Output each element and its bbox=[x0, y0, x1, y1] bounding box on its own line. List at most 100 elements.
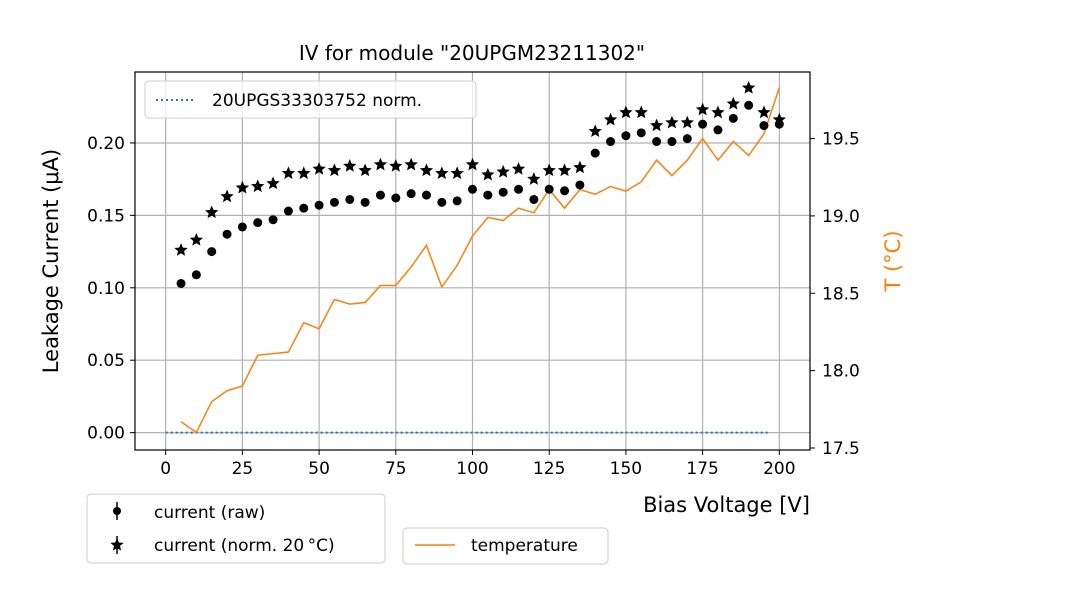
x-tick-label: 175 bbox=[686, 459, 718, 479]
raw-current-point bbox=[283, 206, 293, 216]
raw-current-point bbox=[375, 190, 385, 200]
y2-axis-label: T (°C) bbox=[881, 230, 905, 292]
norm-current-point bbox=[174, 243, 188, 256]
y2-tick-label: 18.0 bbox=[822, 362, 860, 382]
raw-current-point bbox=[314, 200, 324, 210]
raw-current-point bbox=[299, 203, 309, 213]
y-tick-label: 0.05 bbox=[87, 351, 125, 371]
temperature-line bbox=[180, 87, 781, 434]
raw-current-point bbox=[391, 193, 401, 203]
norm-current-point bbox=[297, 166, 311, 180]
norm-current-point bbox=[373, 157, 388, 171]
raw-current-point bbox=[667, 137, 677, 147]
norm-current-point bbox=[665, 115, 679, 129]
norm-current-point bbox=[389, 159, 403, 172]
x-tick-label: 75 bbox=[385, 459, 407, 479]
norm-current-point bbox=[542, 163, 556, 177]
raw-current-point bbox=[421, 190, 431, 200]
raw-current-point bbox=[176, 278, 186, 288]
norm-current-point bbox=[573, 160, 587, 174]
raw-current-point bbox=[606, 137, 616, 147]
norm-current-point bbox=[343, 159, 357, 172]
norm-current-point bbox=[327, 163, 342, 177]
norm-current-point bbox=[220, 189, 234, 203]
norm-current-point bbox=[235, 180, 250, 194]
raw-current-point bbox=[222, 229, 232, 239]
raw-current-point bbox=[237, 222, 247, 232]
raw-current-point bbox=[406, 189, 416, 199]
raw-current-point bbox=[253, 218, 263, 228]
y-axis-label: Leakage Current (μA) bbox=[39, 149, 63, 373]
y-tick-label: 0.00 bbox=[87, 424, 125, 444]
chart-title: IV for module "20UPGM23211302" bbox=[299, 41, 645, 65]
norm-current-point bbox=[189, 233, 204, 246]
norm-current-point bbox=[481, 167, 495, 181]
norm-current-point bbox=[419, 163, 434, 177]
raw-current-point bbox=[345, 194, 355, 204]
legend-temperature: temperature bbox=[402, 527, 609, 565]
norm-current-point bbox=[557, 163, 572, 177]
norm-current-point bbox=[496, 164, 510, 178]
y2-tick-label: 18.5 bbox=[822, 284, 860, 304]
norm-current-point bbox=[588, 124, 602, 138]
norm-current-point bbox=[511, 162, 526, 175]
norm-current-point bbox=[281, 166, 296, 180]
raw-current-point bbox=[483, 190, 493, 200]
raw-current-point bbox=[268, 215, 278, 225]
x-tick-label: 100 bbox=[456, 459, 488, 479]
raw-current-point bbox=[698, 119, 708, 129]
raw-current-point bbox=[621, 131, 631, 141]
legend-star-marker bbox=[110, 538, 124, 551]
raw-current-point bbox=[529, 194, 539, 204]
x-tick-label: 150 bbox=[610, 459, 642, 479]
raw-current-point bbox=[191, 270, 201, 280]
y2-tick-label: 17.5 bbox=[822, 439, 860, 459]
x-tick-label: 25 bbox=[232, 459, 254, 479]
norm-current-point bbox=[358, 163, 372, 177]
raw-current-point bbox=[560, 186, 570, 196]
norm-current-point bbox=[772, 112, 786, 126]
legend-label-temperature: temperature bbox=[471, 536, 578, 556]
raw-current-point bbox=[744, 100, 754, 110]
x-tick-label: 200 bbox=[763, 459, 795, 479]
y-tick-label: 0.10 bbox=[87, 279, 125, 299]
raw-current-point bbox=[652, 137, 662, 147]
legend-reference: 20UPGS33303752 norm. bbox=[144, 80, 477, 119]
raw-current-point bbox=[590, 148, 600, 158]
norm-current-point bbox=[757, 105, 771, 119]
raw-current-point bbox=[544, 184, 554, 194]
legend-current: current (raw) current (norm. 20 °C) bbox=[86, 493, 386, 564]
raw-current-point bbox=[514, 184, 524, 194]
raw-current-point bbox=[498, 187, 508, 197]
norm-current-point bbox=[603, 112, 618, 126]
y-tick-label: 0.20 bbox=[87, 134, 125, 154]
x-tick-label: 0 bbox=[160, 459, 171, 479]
raw-current-point bbox=[452, 196, 462, 206]
norm-current-point bbox=[205, 205, 219, 219]
norm-current-point bbox=[634, 105, 648, 119]
y-tick-label: 0.15 bbox=[87, 206, 125, 226]
norm-current-point bbox=[726, 96, 740, 110]
norm-current-point bbox=[711, 105, 725, 119]
y2-tick-label: 19.5 bbox=[822, 130, 860, 150]
norm-current-point bbox=[695, 102, 710, 116]
raw-current-point bbox=[636, 128, 646, 138]
raw-current-point bbox=[575, 180, 585, 190]
norm-current-point bbox=[266, 176, 280, 190]
raw-current-point bbox=[468, 184, 477, 194]
legend-label-reference: 20UPGS33303752 norm. bbox=[212, 91, 422, 111]
raw-current-point bbox=[759, 121, 769, 131]
norm-current-point bbox=[251, 179, 265, 193]
x-axis-label: Bias Voltage [V] bbox=[643, 493, 810, 517]
x-tick-label: 50 bbox=[308, 459, 330, 479]
norm-current-point bbox=[741, 80, 756, 94]
y2-tick-label: 19.0 bbox=[822, 207, 860, 227]
raw-current-point bbox=[682, 134, 692, 144]
raw-current-point bbox=[728, 113, 738, 123]
norm-current-point bbox=[435, 166, 449, 180]
norm-current-point bbox=[465, 157, 480, 171]
raw-current-point bbox=[713, 125, 723, 135]
x-tick-label: 125 bbox=[533, 459, 565, 479]
raw-current-point bbox=[437, 197, 447, 207]
norm-current-point bbox=[527, 172, 541, 185]
